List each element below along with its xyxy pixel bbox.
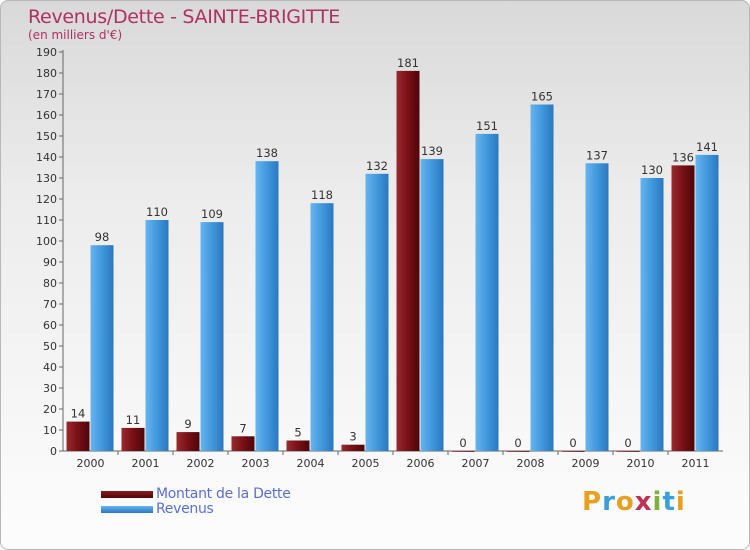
bar-dette — [451, 451, 475, 452]
x-tick-label: 2003 — [242, 457, 270, 470]
y-tick-label: 70 — [43, 298, 57, 311]
y-tick-label: 90 — [43, 256, 57, 269]
bar-revenus — [585, 163, 609, 452]
bar-revenus — [530, 104, 554, 451]
y-tick-label: 60 — [43, 319, 57, 332]
y-tick-label: 100 — [36, 235, 57, 248]
legend-label-dette: Montant de la Dette — [156, 486, 291, 502]
bar-revenus — [310, 203, 334, 451]
value-label-dette: 181 — [397, 56, 419, 70]
x-tick-label: 2008 — [517, 457, 545, 470]
bar-revenus — [640, 178, 664, 451]
bar-dette — [176, 432, 200, 451]
y-tick-label: 50 — [43, 340, 57, 353]
value-label-revenus: 141 — [696, 140, 718, 154]
y-tick-label: 40 — [43, 361, 57, 374]
value-label-revenus: 139 — [421, 144, 443, 158]
bar-revenus — [365, 173, 389, 452]
logo-letter: o — [615, 487, 635, 517]
value-label-dette: 7 — [239, 421, 246, 435]
bar-revenus — [695, 154, 719, 451]
value-label-revenus: 98 — [95, 230, 110, 244]
x-tick-label: 2005 — [352, 457, 380, 470]
bar-dette — [66, 421, 90, 451]
bar-revenus — [90, 245, 114, 451]
logo-letter: r — [602, 487, 616, 517]
x-tick-label: 2009 — [572, 457, 600, 470]
x-tick-label: 2002 — [187, 457, 215, 470]
x-tick-label: 2004 — [297, 457, 325, 470]
bar-revenus — [145, 220, 169, 451]
y-tick-label: 120 — [36, 193, 57, 206]
x-tick-label: 2010 — [627, 457, 655, 470]
x-tick-label: 2007 — [462, 457, 490, 470]
bar-dette — [616, 451, 640, 452]
bar-dette — [341, 444, 365, 451]
value-label-dette: 0 — [514, 436, 521, 450]
y-tick-label: 160 — [36, 109, 57, 122]
bar-revenus — [200, 222, 224, 451]
x-tick-label: 2001 — [132, 457, 160, 470]
bar-revenus — [420, 159, 444, 451]
y-tick-label: 80 — [43, 277, 57, 290]
legend-swatch-revenus — [101, 506, 153, 513]
value-label-revenus: 110 — [146, 205, 168, 219]
y-tick-label: 150 — [36, 130, 57, 143]
value-label-revenus: 132 — [366, 159, 388, 173]
value-label-revenus: 151 — [476, 119, 498, 133]
value-label-revenus: 118 — [311, 188, 333, 202]
value-label-dette: 5 — [294, 426, 301, 440]
x-tick-label: 2011 — [682, 457, 710, 470]
value-label-dette: 11 — [126, 413, 141, 427]
legend-item-dette: Montant de la Dette — [101, 486, 401, 503]
x-tick-label: 2000 — [77, 457, 105, 470]
y-tick-label: 110 — [36, 214, 57, 227]
bar-dette — [121, 427, 145, 451]
y-tick-label: 0 — [50, 445, 57, 458]
value-label-revenus: 138 — [256, 146, 278, 160]
value-label-revenus: 137 — [586, 148, 608, 162]
bar-revenus — [255, 161, 279, 451]
value-label-dette: 3 — [349, 430, 356, 444]
legend-swatch-dette — [101, 491, 153, 498]
value-label-dette: 0 — [459, 436, 466, 450]
logo-letter: i — [675, 487, 686, 517]
y-tick-label: 130 — [36, 172, 57, 185]
y-tick-label: 20 — [43, 403, 57, 416]
bar-dette — [671, 165, 695, 451]
chart-subtitle: (en milliers d'€) — [28, 28, 123, 42]
x-tick-label: 2006 — [407, 457, 435, 470]
chart-title: Revenus/Dette - SAINTE-BRIGITTE — [28, 6, 340, 28]
y-tick-label: 190 — [36, 46, 57, 59]
y-tick-label: 140 — [36, 151, 57, 164]
value-label-dette: 14 — [71, 407, 86, 421]
bar-dette — [396, 70, 420, 452]
logo-letter: x — [634, 487, 653, 517]
value-label-dette: 0 — [624, 436, 631, 450]
value-label-dette: 0 — [569, 436, 576, 450]
logo-letter: t — [662, 487, 676, 517]
y-tick-label: 30 — [43, 382, 57, 395]
proxiti-logo: Proxiti — [582, 487, 686, 517]
value-label-revenus: 165 — [531, 90, 553, 104]
bar-dette — [506, 451, 530, 452]
bar-dette — [561, 451, 585, 452]
bar-revenus — [475, 133, 499, 451]
value-label-dette: 9 — [184, 417, 191, 431]
y-tick-label: 10 — [43, 424, 57, 437]
value-label-revenus: 109 — [201, 207, 223, 221]
value-label-revenus: 130 — [641, 163, 663, 177]
logo-letter: P — [582, 487, 603, 517]
legend-label-revenus: Revenus — [156, 501, 214, 517]
logo-letter: i — [652, 487, 663, 517]
value-label-dette: 136 — [672, 150, 694, 164]
legend-item-revenus: Revenus — [101, 501, 401, 518]
y-tick-label: 170 — [36, 88, 57, 101]
bar-dette — [231, 436, 255, 451]
y-tick-label: 180 — [36, 67, 57, 80]
bar-dette — [286, 440, 310, 451]
